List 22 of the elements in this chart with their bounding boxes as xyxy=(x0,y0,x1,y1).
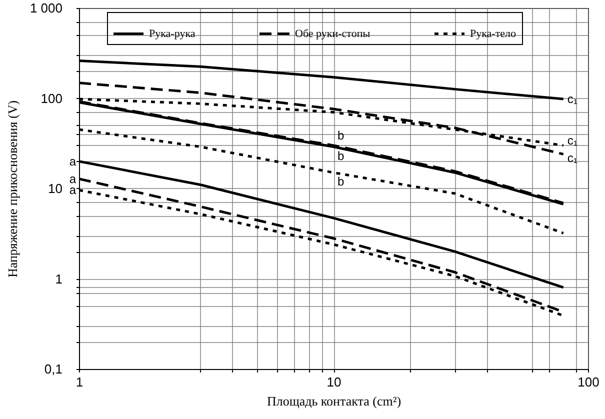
annotation: a xyxy=(69,172,76,186)
y-tick-label: 0,1 xyxy=(44,362,62,376)
y-tick-label: 100 xyxy=(40,90,62,106)
y-axis-title: Напряжение прикосновения (V) xyxy=(4,100,20,278)
x-tick-label: 100 xyxy=(578,374,600,390)
annotation: a xyxy=(69,183,76,198)
y-tick-label: 1 xyxy=(55,271,62,286)
annotation: a xyxy=(69,154,76,168)
x-tick-label: 10 xyxy=(326,374,342,390)
annotation: c₁ xyxy=(567,151,578,166)
legend-label: Обе руки-стопы xyxy=(294,28,371,40)
annotation: b xyxy=(338,174,344,189)
annotation: b xyxy=(338,148,344,163)
annotation: b xyxy=(338,128,344,142)
annotation: c₁ xyxy=(567,92,578,106)
legend-label: Рука-рука xyxy=(148,28,196,40)
y-tick-label: 1 000 xyxy=(30,0,62,16)
x-axis-title: Площадь контакта (cm²) xyxy=(266,394,402,408)
annotation: c₁ xyxy=(567,133,578,148)
y-tick-label: 10 xyxy=(48,181,62,196)
x-tick-label: 1 xyxy=(76,374,84,390)
legend-label: Рука-тело xyxy=(470,28,517,40)
